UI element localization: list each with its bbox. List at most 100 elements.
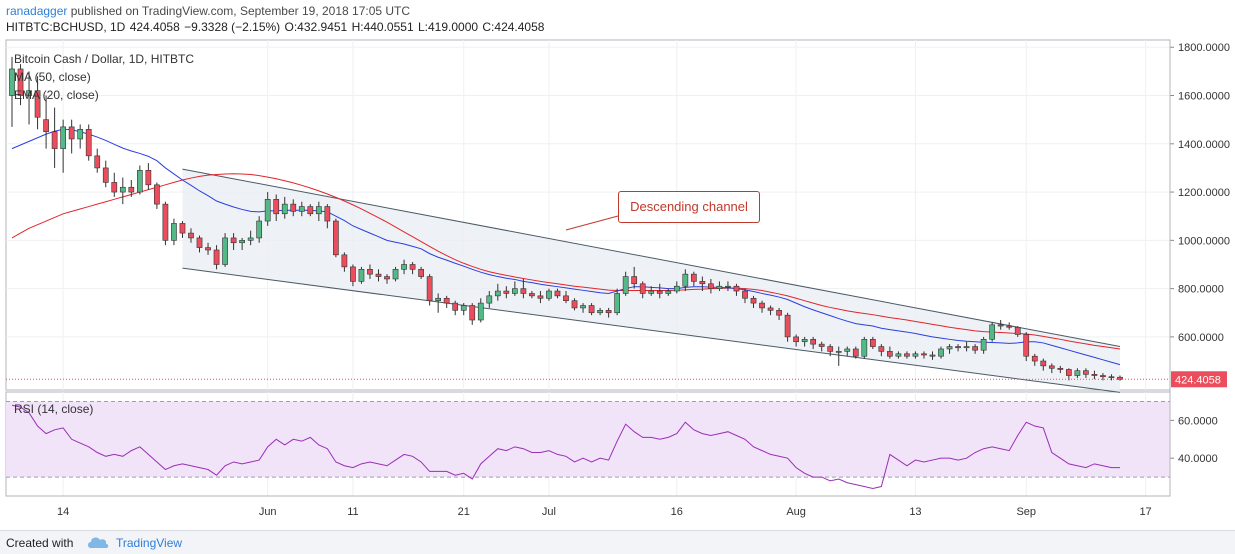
candle-down <box>51 131 58 149</box>
ma50-line <box>11 173 1121 350</box>
candle-up <box>119 186 126 193</box>
candle-down <box>1040 360 1047 367</box>
x-tick-label: 11 <box>347 506 358 518</box>
candle-up <box>264 199 271 222</box>
candle-down <box>350 266 356 282</box>
candle-down <box>699 281 706 285</box>
candle-down <box>375 273 382 277</box>
x-tick-label: 14 <box>57 506 69 518</box>
candle-up <box>989 324 996 340</box>
candle-up <box>435 297 442 301</box>
candle-down <box>554 290 561 297</box>
candle-down <box>878 346 885 352</box>
author-link[interactable]: ranadagger <box>6 4 68 18</box>
candle-up <box>597 310 603 314</box>
candle-up <box>486 295 493 304</box>
candle-down <box>852 348 859 357</box>
candle-up <box>580 305 586 309</box>
tradingview-link[interactable]: TradingView <box>116 536 183 550</box>
candle-down <box>213 249 220 265</box>
candle-down <box>367 269 373 275</box>
candle-up <box>512 288 518 294</box>
candle-down <box>631 276 638 285</box>
candle-down <box>784 314 791 338</box>
candle-down <box>605 310 612 314</box>
candle-down <box>290 203 297 212</box>
candle-up <box>358 269 365 282</box>
channel-lower-line <box>182 267 1121 393</box>
x-tick-label: Jul <box>542 506 556 518</box>
legend-ema: EMA (20, close) <box>14 88 99 102</box>
candle-up <box>26 90 32 96</box>
x-tick-label: Jun <box>259 506 277 518</box>
candle-down <box>1108 376 1115 379</box>
x-tick-label: 13 <box>909 506 921 518</box>
price-series-group <box>9 56 1123 381</box>
candle-down <box>384 276 390 280</box>
candle-down <box>68 126 75 140</box>
ticker-info: HITBTC:BCHUSD, 1D 424.4058 −9.3328 (−2.1… <box>6 20 545 34</box>
candle-down <box>111 182 118 193</box>
candle-up <box>315 206 322 215</box>
candle-up <box>801 339 808 343</box>
x-tick-label: 16 <box>671 506 683 518</box>
y-tick-label: 800.0000 <box>1178 284 1224 296</box>
channel-fill <box>182 169 1120 393</box>
candle-down <box>196 237 203 248</box>
candle-up <box>835 351 842 353</box>
candle-up <box>673 285 680 292</box>
open-value: O:432.9451 <box>284 20 348 34</box>
candle-down <box>273 199 280 215</box>
candle-down <box>333 220 339 256</box>
candle-down <box>818 343 825 347</box>
candle-up <box>682 273 689 287</box>
change-value: −9.3328 (−2.15%) <box>184 20 281 34</box>
candle-down <box>1100 375 1106 378</box>
candle-up <box>895 353 902 357</box>
candle-down <box>742 290 748 299</box>
candle-down <box>1066 369 1072 376</box>
candle-down <box>1048 365 1055 369</box>
candle-down <box>452 302 459 311</box>
candle-up <box>239 240 245 244</box>
x-tick-label: Sep <box>1016 506 1036 518</box>
candle-down <box>887 351 893 357</box>
candle-down <box>94 155 101 169</box>
candle-down <box>179 223 186 234</box>
candle-up <box>477 302 484 321</box>
candle-up <box>861 339 868 357</box>
candle-down <box>733 285 740 292</box>
candle-down <box>639 283 646 294</box>
candle-up <box>9 68 15 96</box>
candle-up <box>136 170 143 193</box>
candle-down <box>426 276 433 301</box>
rsi-tick-label: 40.0000 <box>1178 453 1218 465</box>
candle-down <box>145 170 152 186</box>
candle-up <box>622 276 629 294</box>
y-tick-label: 1000.0000 <box>1178 235 1230 247</box>
publish-text: published on TradingView.com, September … <box>70 4 411 18</box>
last-price-tag <box>1171 371 1227 388</box>
last-price: 424.4058 <box>129 20 180 34</box>
candle-up <box>494 290 501 297</box>
candle-up <box>725 285 731 288</box>
high-value: H:440.0551 <box>351 20 414 34</box>
footer-bar: Created with TradingView <box>0 530 1235 554</box>
legend-ma: MA (50, close) <box>14 70 91 84</box>
candle-down <box>921 353 927 356</box>
candle-down <box>188 232 194 239</box>
candle-up <box>460 305 467 311</box>
candle-down <box>205 247 211 251</box>
candle-down <box>929 354 936 357</box>
candle-down <box>17 68 24 96</box>
candle-up <box>946 346 953 350</box>
candle-up <box>401 264 407 270</box>
x-tick-label: 21 <box>458 506 470 518</box>
candle-down <box>469 305 476 321</box>
y-tick-label: 1600.0000 <box>1178 91 1230 103</box>
candle-down <box>750 297 757 304</box>
candle-down <box>1031 355 1038 362</box>
close-value: C:424.4058 <box>482 20 545 34</box>
candle-up <box>247 237 254 241</box>
